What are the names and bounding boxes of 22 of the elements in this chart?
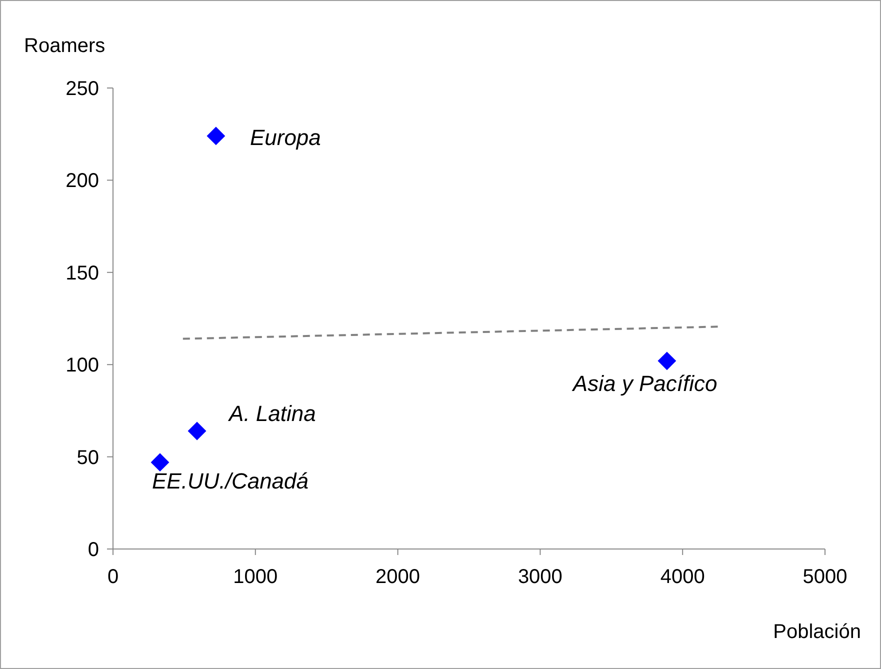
point: [658, 352, 676, 370]
y-tick-label: 200: [66, 170, 99, 192]
y-tick-label: 100: [66, 354, 99, 377]
x-axis-title: Población: [773, 621, 861, 643]
y-tick-label: 50: [76, 446, 99, 469]
y-axis-title: Roamers: [24, 35, 106, 57]
annotation: A. Latina: [227, 400, 316, 426]
annotation: EE.UU./Canadá: [152, 468, 309, 494]
x-tick-label: 3000: [518, 566, 562, 588]
x-tick-label: 4000: [660, 566, 705, 588]
point: [206, 126, 226, 146]
x-tick-label: 1000: [233, 566, 278, 588]
annotation: Europa: [250, 124, 321, 150]
point: [150, 453, 170, 472]
point: [188, 422, 206, 440]
y-tick-label: 250: [66, 78, 99, 100]
x-tick-label: 5000: [802, 566, 848, 588]
annotation: Asia y Pacífico: [570, 370, 718, 396]
x-tick-label: 0: [107, 566, 119, 588]
y-tick-label: 0: [88, 539, 99, 561]
x-tick-label: 2000: [376, 566, 420, 588]
y-tick-label: 150: [66, 262, 99, 284]
